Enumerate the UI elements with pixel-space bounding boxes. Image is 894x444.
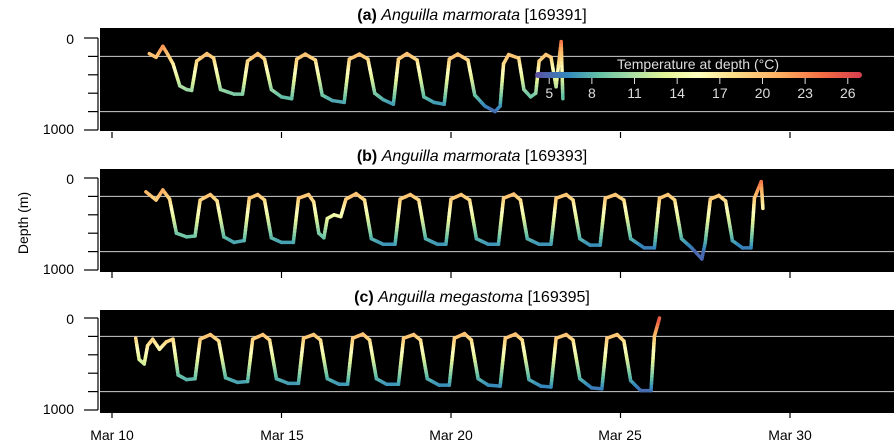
series-segment <box>554 332 569 340</box>
colorbar-tick-label-26: 26 <box>840 85 856 101</box>
panel-c: (c) Anguilla megastoma [169395] 0 1000 <box>43 289 894 418</box>
series-segment <box>486 383 502 388</box>
panel-c-plot-area <box>100 310 894 413</box>
panel-a-ytick-1000: 1000 <box>43 121 74 137</box>
panel-b: (b) Anguilla marmorata [169393] 0 1000 <box>43 148 894 278</box>
series-segment <box>296 192 311 200</box>
panel-c-series <box>133 316 662 393</box>
panel-c-ytick-0: 0 <box>66 311 74 327</box>
panel-c-title: (c) Anguilla megastoma [169395] <box>354 289 590 306</box>
panel-a-x-ticks <box>111 132 791 138</box>
panel-b-title: (b) Anguilla marmorata [169393] <box>357 148 587 165</box>
panel-b-ytick-0: 0 <box>66 171 74 187</box>
series-segment <box>656 316 662 324</box>
colorbar-bar <box>535 72 862 78</box>
series-segment <box>605 332 619 340</box>
panel-a-series <box>147 39 565 114</box>
colorbar-tick-label-17: 17 <box>712 85 728 101</box>
series-segment <box>301 332 316 340</box>
xtick-label-mar-30: Mar 30 <box>768 427 812 443</box>
series-segment <box>603 192 618 200</box>
panel-c-ytick-1000: 1000 <box>43 401 74 417</box>
panel-b-series <box>144 179 765 261</box>
panel-b-x-ticks <box>111 272 791 278</box>
panel-b-y-ticks <box>84 177 98 271</box>
series-segment <box>174 231 189 239</box>
colorbar-ticks: 5 8 11 14 17 20 23 26 <box>545 78 856 101</box>
y-axis-label: Depth (m) <box>15 192 31 254</box>
colorbar-tick-label-23: 23 <box>797 85 813 101</box>
series-segment <box>506 52 521 60</box>
panel-a-plot-area <box>100 28 894 131</box>
colorbar-tick-label-20: 20 <box>755 85 771 101</box>
panel-a-ytick-0: 0 <box>66 31 74 47</box>
colorbar-label: Temperature at depth (°C) <box>617 56 779 72</box>
series-segment <box>554 192 569 200</box>
xtick-label-mar-25: Mar 25 <box>598 427 642 443</box>
panel-a-y-ticks <box>84 37 98 131</box>
panel-a-title: (a) Anguilla marmorata [169391] <box>357 7 586 24</box>
panel-c-reference-lines <box>100 335 894 393</box>
colorbar-tick-label-5: 5 <box>545 85 553 101</box>
colorbar-tick-label-14: 14 <box>669 85 685 101</box>
xtick-label-mar-10: Mar 10 <box>90 427 134 443</box>
series-segment <box>401 332 416 340</box>
colorbar-tick-label-8: 8 <box>588 85 596 101</box>
series-segment <box>330 98 346 105</box>
colorbar-tick-label-11: 11 <box>627 85 642 101</box>
xtick-label-mar-20: Mar 20 <box>429 427 473 443</box>
panel-c-y-ticks <box>84 317 98 411</box>
panel-a: (a) Anguilla marmorata [169391] 0 1000 T… <box>43 7 894 138</box>
xtick-label-mar-15: Mar 15 <box>260 427 304 443</box>
panel-b-ytick-1000: 1000 <box>43 261 74 277</box>
panel-c-x-ticks <box>111 412 791 418</box>
colorbar: Temperature at depth (°C) 5 8 11 14 17 20 23 26 <box>535 56 862 101</box>
